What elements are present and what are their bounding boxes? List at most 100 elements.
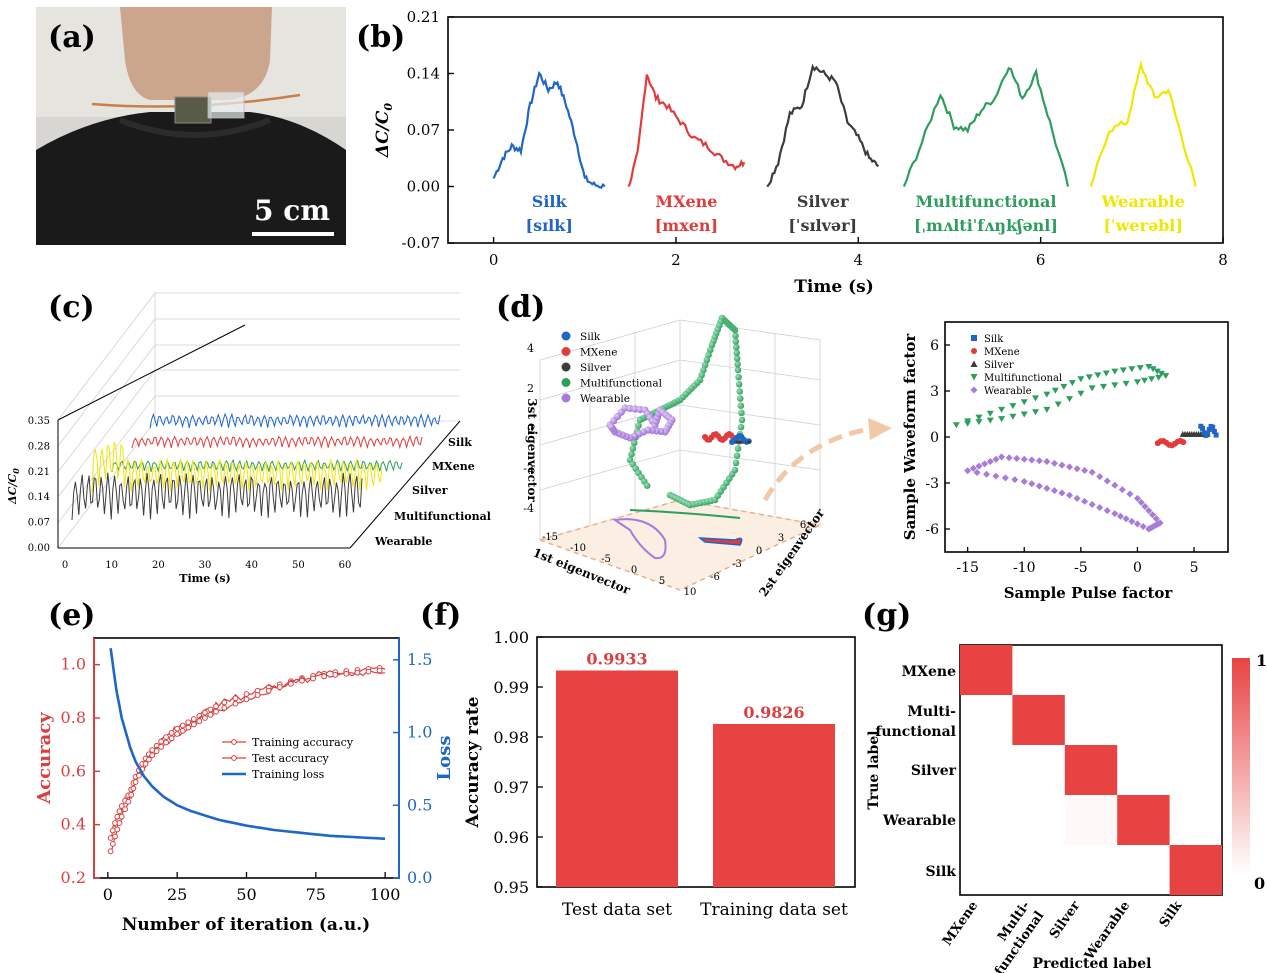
multifunctional-point xyxy=(1043,391,1051,398)
wearable-point xyxy=(998,453,1006,461)
training-accuracy-point xyxy=(158,738,165,745)
multifunctional-point xyxy=(732,343,740,351)
panel-a: (a) 5 cm xyxy=(36,7,346,245)
x-tick-label: 0 xyxy=(489,251,499,269)
y-tick-label: -6 xyxy=(925,522,939,538)
category-label-0: Test data set xyxy=(562,900,672,920)
test-accuracy-point xyxy=(196,718,203,725)
multifunctional-point xyxy=(1051,387,1059,394)
multifunctional-point xyxy=(952,422,960,429)
x-tick-label: -15 xyxy=(956,560,979,576)
x-tick-label: 0 xyxy=(631,565,637,576)
multifunctional-point xyxy=(1088,385,1096,392)
y-tick-label: 1.0 xyxy=(61,655,86,674)
training-accuracy-point xyxy=(185,719,192,726)
wearable-point xyxy=(981,460,989,468)
series-label-silver: Silver xyxy=(412,484,448,497)
y-tick-label: 0.07 xyxy=(28,518,50,529)
chart-b-xlabel: Time (s) xyxy=(794,277,874,297)
series-phonetic-mxene: [mxen] xyxy=(655,216,718,235)
test-accuracy-point xyxy=(332,671,339,678)
multifunctional-point xyxy=(698,371,706,379)
panel-f: (f) 0.95 0.96 0.97 0.98 0.99 1.00 0.9933 Test … xyxy=(420,598,856,920)
wearable-point xyxy=(969,464,977,472)
x-tick-label: 0 xyxy=(62,560,68,571)
y-tick-label: 0.28 xyxy=(28,441,50,452)
test-accuracy-point xyxy=(149,752,156,759)
series-line-mxene xyxy=(627,74,746,187)
multifunctional-point xyxy=(701,361,709,369)
wearable-point xyxy=(1118,486,1126,494)
test-accuracy-point xyxy=(190,721,197,728)
wearable-point xyxy=(1043,484,1051,492)
legend-marker-silver xyxy=(970,360,978,367)
z-tick-label: 6 xyxy=(800,520,806,531)
multifunctional-point xyxy=(732,459,740,467)
wearable-point xyxy=(1133,520,1141,528)
test-accuracy-point xyxy=(114,826,121,833)
wearable-point xyxy=(1050,459,1058,467)
multifunctional-point xyxy=(1157,370,1165,377)
waterfall-line-0 xyxy=(149,412,441,429)
wearable-point xyxy=(1073,465,1081,473)
wearable-point xyxy=(1011,476,1019,484)
chart-g-xlabel: Predicted label xyxy=(1033,956,1152,972)
multifunctional-point xyxy=(1111,368,1119,375)
col-label-3: Wearable xyxy=(1082,899,1134,964)
silk-point xyxy=(1201,430,1207,436)
multifunctional-point xyxy=(1155,374,1163,381)
test-accuracy-point xyxy=(207,711,214,718)
test-accuracy-point xyxy=(158,743,165,750)
multifunctional-point xyxy=(734,360,741,368)
test-accuracy-point xyxy=(109,840,116,847)
multifunctional-point xyxy=(1102,370,1110,377)
test-accuracy-point xyxy=(202,715,208,721)
legend-marker-silver xyxy=(561,362,571,372)
wearable-point xyxy=(1005,454,1013,462)
series-label-wearable: Wearable xyxy=(374,535,432,548)
wearable-point xyxy=(1035,482,1043,490)
training-accuracy-point xyxy=(168,730,175,736)
row-label-2: Silver xyxy=(911,763,957,779)
wearable-point xyxy=(986,458,994,466)
y-tick-label: 0.96 xyxy=(493,828,529,847)
test-accuracy-point xyxy=(163,739,169,746)
multifunctional-point xyxy=(635,422,642,430)
legend-label-mxene: MXene xyxy=(984,347,1020,358)
wearable-point xyxy=(1126,490,1134,498)
colorbar xyxy=(1232,658,1250,873)
row-label-4: Silk xyxy=(926,864,957,880)
panel-a-label: (a) xyxy=(48,20,96,55)
test-accuracy-point xyxy=(128,791,135,798)
multifunctional-point xyxy=(1085,374,1093,381)
multifunctional-point xyxy=(628,450,635,458)
heatmap-cell xyxy=(1064,745,1118,795)
wearable-point xyxy=(983,470,991,478)
panel-g: (g) MXeneMulti-functionalSilverWearableS… xyxy=(862,598,1267,973)
training-accuracy-point xyxy=(163,734,169,741)
series-phonetic-silver: [ˈsɪlvər] xyxy=(788,216,857,235)
multifunctional-point xyxy=(643,482,651,490)
wearable-point xyxy=(992,472,1000,480)
wearable-projection xyxy=(612,518,667,560)
neck-photo xyxy=(36,7,346,245)
multifunctional-point xyxy=(1032,395,1040,402)
multifunctional-point xyxy=(1133,379,1141,386)
multifunctional-point xyxy=(1032,409,1040,416)
chart-e-frame xyxy=(93,637,400,879)
test-accuracy-point xyxy=(112,833,118,840)
multifunctional-point xyxy=(629,445,637,452)
y2-tick-label: 0.5 xyxy=(407,795,432,814)
legend-marker-mxene xyxy=(971,348,977,354)
x-tick-label: 4 xyxy=(854,251,864,269)
test-accuracy-point xyxy=(125,798,132,805)
multifunctional-point xyxy=(705,351,712,359)
y-tick-label: 4 xyxy=(527,342,534,355)
legend-marker-multifunctional xyxy=(970,374,978,381)
series-phonetic-multifunctional: [ˌmʌltiˈfʌŋkʃənl] xyxy=(914,216,1058,235)
heatmap-cell xyxy=(1012,695,1065,745)
col-label-0: MXene xyxy=(940,899,981,949)
training-accuracy-point xyxy=(116,808,123,815)
multifunctional-projection xyxy=(629,509,741,519)
series-phonetic-silk: [sɪlk] xyxy=(526,216,573,235)
